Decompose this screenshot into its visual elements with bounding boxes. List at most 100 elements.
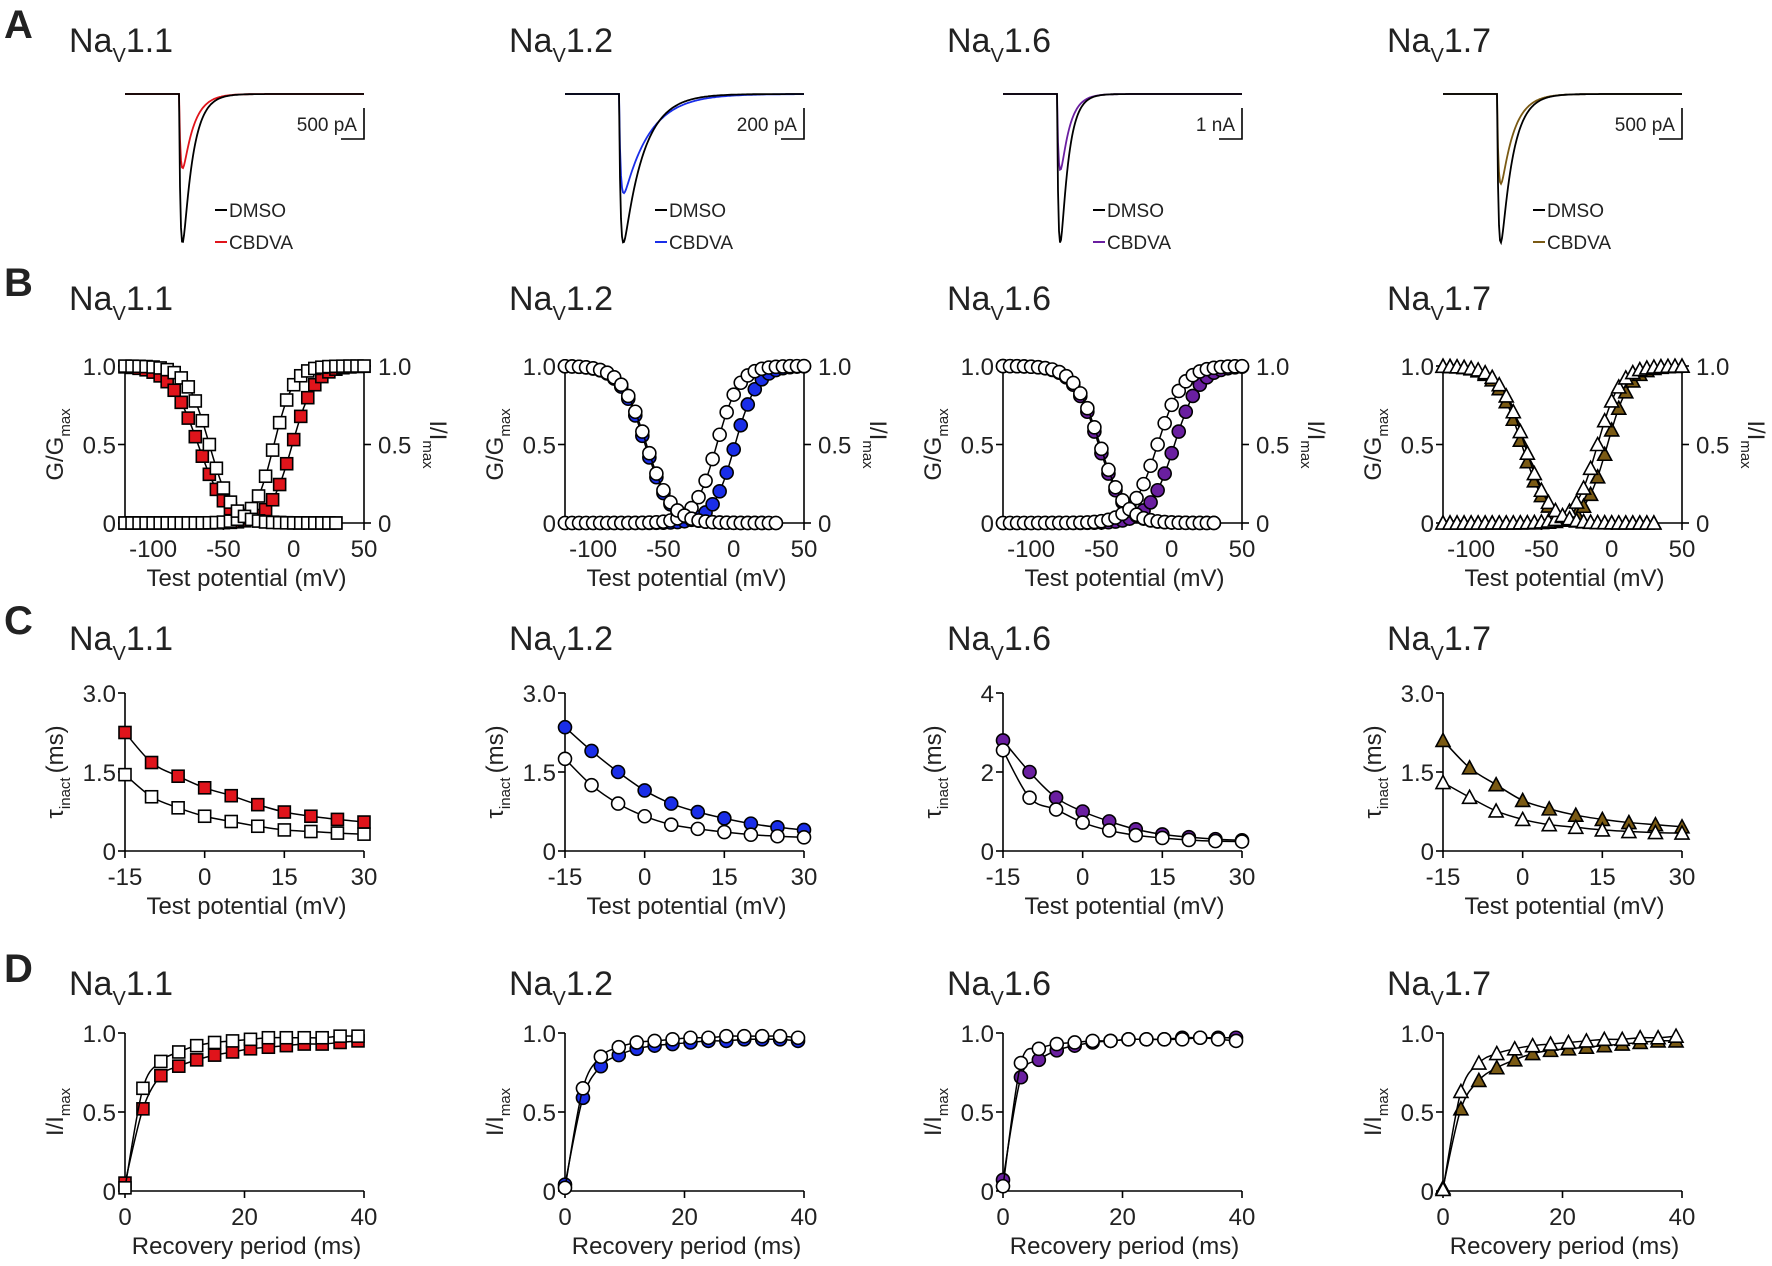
data-point-circle — [1136, 476, 1151, 492]
title-subscript: V — [112, 303, 126, 325]
y-tick-label-right: 0 — [1696, 511, 1709, 538]
y-tick-label: 0 — [543, 511, 556, 538]
current-trace-dmso — [1443, 93, 1682, 246]
y-tick-label: 1.0 — [1401, 354, 1434, 381]
data-point-square — [224, 814, 239, 829]
y-tick-label: 0 — [103, 839, 116, 866]
y-tick-label-right: 0 — [1256, 511, 1269, 538]
axis-label-subscript: max — [1737, 440, 1754, 469]
x-tick-label: 20 — [231, 1204, 258, 1231]
title-subscript: V — [990, 988, 1004, 1010]
data-point-square — [330, 812, 345, 827]
data-point-circle — [1073, 386, 1088, 401]
data-point-circle — [1031, 1041, 1047, 1057]
data-point-triangle — [1620, 822, 1638, 839]
data-point-circle — [1157, 1032, 1172, 1047]
x-tick-label: 0 — [996, 1204, 1009, 1231]
legend-label: CBDVA — [229, 233, 293, 254]
data-point-circle — [690, 804, 706, 820]
axis-label-main: G/G — [920, 437, 947, 481]
data-point-circle — [712, 427, 727, 443]
data-point-circle — [705, 451, 720, 467]
axis-label-main: I/I — [424, 420, 451, 440]
data-point-triangle — [1514, 791, 1532, 808]
data-point-square — [197, 809, 212, 824]
panel-title: NaV1.6 — [947, 280, 1051, 325]
data-point-square — [216, 481, 231, 495]
data-point-circle — [1080, 400, 1095, 416]
data-point-circle — [740, 397, 756, 412]
data-point-square — [329, 516, 343, 530]
data-point-triangle — [1613, 1030, 1631, 1047]
y-tick-label: 0 — [543, 1179, 556, 1206]
data-point-square — [118, 725, 132, 740]
title-base: Na — [1387, 280, 1431, 318]
axis-label-subscript: max — [1375, 1087, 1392, 1116]
data-point-circle — [1181, 832, 1197, 848]
title-base: Na — [947, 22, 991, 60]
y-tick-label: 0 — [103, 1179, 116, 1206]
title-number: 1.1 — [126, 22, 173, 60]
y-tick-label: 1.5 — [1401, 760, 1434, 787]
data-point-square — [357, 815, 371, 829]
scale-bar — [1219, 108, 1243, 140]
x-tick-label: 20 — [671, 1204, 698, 1231]
y-tick-label: 0 — [981, 1179, 994, 1206]
axis-label-main: I/I — [864, 420, 891, 440]
data-point-circle — [629, 1035, 645, 1050]
data-point-square — [250, 819, 265, 834]
title-base: Na — [509, 965, 553, 1003]
data-point-circle — [1022, 790, 1037, 805]
data-point-square — [357, 827, 371, 841]
data-point-triangle — [1595, 1030, 1613, 1047]
x-tick-label: 0 — [198, 864, 211, 891]
data-point-circle — [1101, 462, 1116, 478]
x-axis-label: Test potential (mV) — [586, 893, 786, 920]
panel-title: NaV1.2 — [509, 620, 613, 665]
y-axis-label: I/Imax — [482, 1087, 514, 1136]
data-point-triangle — [1575, 479, 1592, 495]
axis-label-main: I/I — [42, 1116, 69, 1136]
data-point-square — [315, 1030, 329, 1045]
y-tick-label: 1.5 — [523, 760, 556, 787]
data-point-circle — [1013, 1055, 1029, 1071]
x-axis-label: Test potential (mV) — [146, 565, 346, 592]
data-point-triangle — [1603, 421, 1621, 437]
data-point-circle — [1085, 1033, 1100, 1049]
data-point-square — [279, 393, 294, 407]
y-tick-label-right: 1.0 — [1256, 354, 1289, 381]
fit-curve-activation-cbdva — [125, 365, 364, 524]
title-number: 1.6 — [1004, 620, 1051, 658]
data-point-square — [300, 390, 315, 405]
data-point-square — [174, 395, 189, 410]
data-point-triangle — [1434, 773, 1452, 790]
data-point-square — [195, 413, 210, 428]
x-tick-label: -100 — [569, 536, 617, 563]
current-trace-cbdva — [1443, 93, 1682, 186]
y-axis-label-right: I/Imax — [1737, 420, 1769, 469]
data-point-triangle — [1506, 1051, 1524, 1067]
data-point-square — [250, 797, 265, 812]
x-axis-label: Test potential (mV) — [146, 893, 346, 920]
axis-label-main: G/G — [482, 437, 509, 481]
title-subscript: V — [1430, 45, 1444, 67]
y-tick-label: 0.5 — [523, 433, 556, 460]
data-point-square — [261, 1030, 276, 1045]
x-tick-label: 15 — [711, 864, 738, 891]
data-point-triangle — [1504, 403, 1522, 419]
panel-title: NaV1.6 — [947, 620, 1051, 665]
y-tick-label-right: 0.5 — [1696, 433, 1729, 460]
data-point-circle — [1094, 441, 1109, 457]
fit-curve-activation-cbdva — [1443, 365, 1682, 524]
data-point-square — [272, 477, 287, 492]
y-tick-label-right: 0.5 — [818, 433, 851, 460]
x-axis-label: Recovery period (ms) — [132, 1233, 361, 1260]
title-subscript: V — [552, 303, 566, 325]
y-tick-label-right: 1.0 — [818, 354, 851, 381]
data-point-square — [333, 1029, 347, 1043]
title-base: Na — [69, 620, 113, 658]
